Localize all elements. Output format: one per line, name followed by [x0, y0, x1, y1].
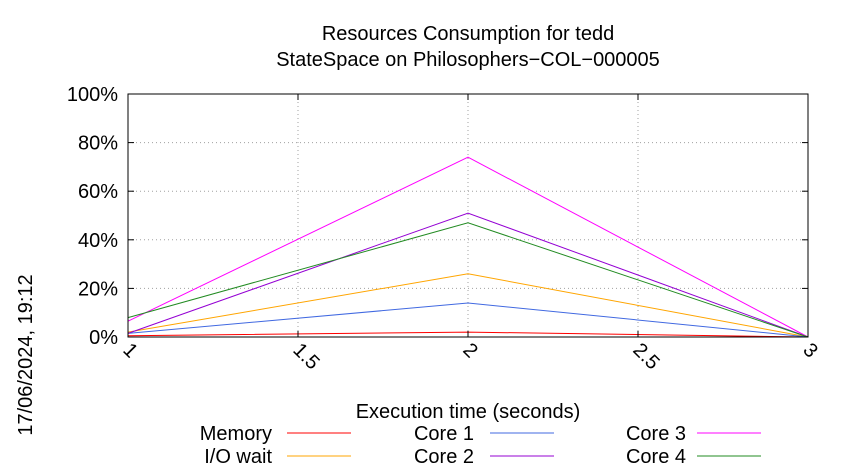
y-tick-label: 40% — [78, 230, 118, 252]
grid — [128, 94, 808, 337]
series-line — [127, 302, 809, 338]
timestamp-label: 17/06/2024, 19:12 — [15, 274, 37, 435]
legend-label: Core 2 — [414, 446, 474, 468]
y-tick-label: 20% — [78, 278, 118, 300]
series-line — [127, 222, 809, 338]
x-tick-label: 2.5 — [628, 339, 663, 374]
series-lines — [127, 156, 809, 338]
y-tick-label: 80% — [78, 133, 118, 155]
legend-label: Core 4 — [626, 446, 686, 468]
series-line — [127, 156, 809, 338]
x-tick-label: 1 — [118, 339, 141, 362]
x-axis-label: Execution time (seconds) — [356, 401, 581, 423]
x-tick-label: 3 — [798, 339, 821, 362]
legend-label: Core 3 — [626, 423, 686, 445]
y-tick-label: 100% — [67, 84, 118, 106]
legend-label: Core 1 — [414, 423, 474, 445]
y-tick-label: 0% — [89, 327, 118, 349]
series-line — [127, 212, 809, 338]
series-line — [127, 273, 809, 338]
legend-label: Memory — [200, 423, 272, 445]
legend-label: I/O wait — [204, 446, 272, 468]
chart-subtitle: StateSpace on Philosophers−COL−000005 — [276, 49, 660, 71]
chart-title: Resources Consumption for tedd — [322, 23, 614, 45]
y-tick-label: 60% — [78, 181, 118, 203]
x-tick-label: 2 — [458, 339, 481, 362]
x-tick-label: 1.5 — [288, 339, 323, 374]
